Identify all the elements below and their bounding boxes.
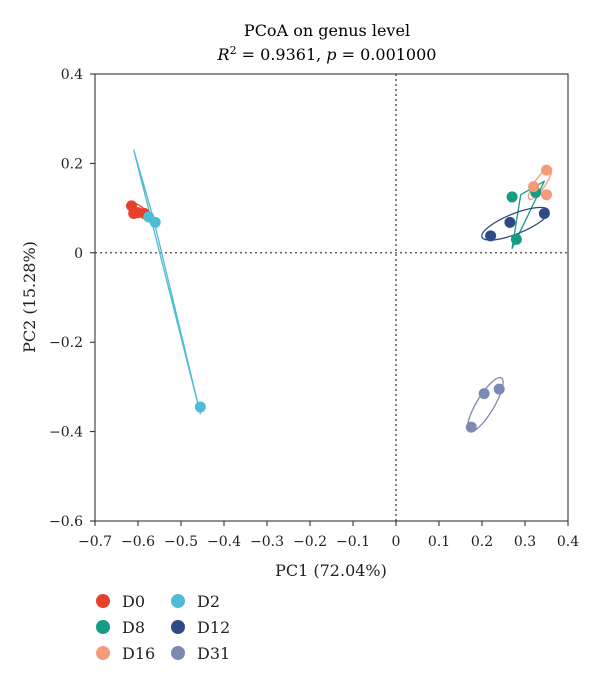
legend-label-d31: D31 [197,644,230,663]
data-point-d31 [478,388,490,400]
x-tick-label: −0.5 [164,534,198,550]
y-tick-label: 0.4 [61,67,83,83]
y-axis-label: PC2 (15.28%) [20,241,39,353]
legend-marker-d16 [96,646,110,660]
x-tick-label: −0.6 [121,534,155,550]
x-tick-label: 0.3 [514,534,536,550]
legend-label-d0: D0 [122,592,145,611]
x-tick-label: −0.2 [293,534,327,550]
x-axis-label: PC1 (72.04%) [275,561,387,580]
group-ellipses [128,149,553,433]
legend-marker-d8 [96,620,110,634]
y-tick-label: −0.6 [49,514,83,530]
data-point-d16 [541,164,552,176]
data-point-d31 [465,421,477,433]
data-point-d31 [493,383,505,395]
x-tick-label: 0 [392,534,401,550]
legend-label-d16: D16 [122,644,155,663]
chart-subtitle: R2 = 0.9361, p = 0.001000 [217,44,437,65]
group-ellipse-d2 [133,149,201,415]
legend-marker-d2 [171,594,185,608]
legend-marker-d12 [171,620,185,634]
chart-title: PCoA on genus level [244,21,410,40]
legend-marker-d31 [171,646,185,660]
data-point-d2 [149,216,161,228]
data-point-d8 [510,233,522,245]
data-point-d2 [194,401,206,413]
x-tick-label: −0.3 [250,534,284,550]
x-tick-label: 0.1 [428,534,450,550]
x-tick-label: 0.4 [557,534,579,550]
y-tick-label: 0.2 [61,156,83,172]
reference-lines [95,74,568,521]
y-tick-label: −0.4 [49,425,83,441]
legend-label-d8: D8 [122,618,145,637]
legend-label-d2: D2 [197,592,220,611]
y-axis-ticks: −0.6 −0.4 −0.2 0 0.2 0.4 [49,67,95,530]
data-point-d16 [541,189,552,201]
x-tick-label: 0.2 [471,534,493,550]
x-tick-label: −0.1 [336,534,370,550]
data-points [126,164,552,433]
data-point-d8 [506,191,518,203]
data-point-d12 [485,230,497,242]
data-point-d12 [538,207,550,219]
x-axis-ticks: −0.7 −0.6 −0.5 −0.4 −0.3 −0.2 −0.1 0 0.1 0.2 0.3 0.… [78,521,579,550]
legend-marker-d0 [96,594,110,608]
x-tick-label: −0.4 [207,534,241,550]
plot-frame [94,73,569,522]
legend: D0 D2 D8 D12 D16 D31 [96,592,230,663]
y-tick-label: 0 [74,246,83,262]
data-point-d16 [528,181,540,193]
legend-label-d12: D12 [197,618,230,637]
data-point-d12 [504,216,516,228]
y-tick-label: −0.2 [49,335,83,351]
x-tick-label: −0.7 [78,534,112,550]
